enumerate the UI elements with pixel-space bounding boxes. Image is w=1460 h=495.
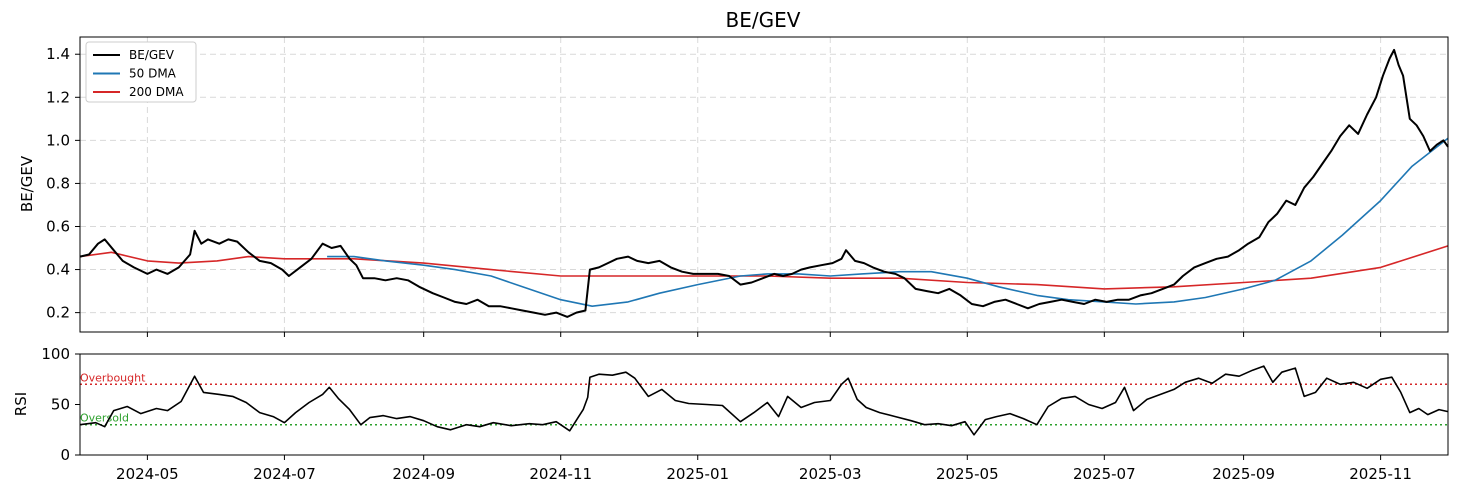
x-tick-label: 2025-09 [1212,465,1275,483]
y-tick-label: 0.8 [46,174,70,192]
price-ratio-panel: 0.2 0.4 0.6 0.8 1.0 1.2 1.4 BE/GEV BE/GEV 50 DM… [18,36,1449,337]
rsi-line [79,365,1449,436]
chart-title: BE/GEV [726,8,801,32]
rsi-y-tick-label: 0 [60,446,70,464]
rsi-frame [79,353,1449,456]
x-tick-label: 2025-07 [1073,465,1136,483]
price-ratio-y-label: BE/GEV [18,155,36,212]
legend-label: BE/GEV [129,48,175,62]
chart-legend: BE/GEV 50 DMA 200 DMA [85,41,197,103]
legend-box [85,41,197,103]
legend-label: 200 DMA [129,85,184,99]
rsi-axes: 2024-05 2024-07 2024-09 2024-11 2025-01 2025-… [41,345,1412,483]
x-tick-label: 2025-11 [1349,465,1412,483]
x-tick-label: 2024-09 [392,465,455,483]
rsi-reference-lines: Overbought Oversold [80,371,1448,426]
rsi-y-tick-label: 50 [51,396,70,414]
overbought-label: Overbought [80,371,146,384]
rsi-y-label: RSI [12,392,30,416]
legend-label: 50 DMA [129,67,177,81]
price-ratio-axes: 0.2 0.4 0.6 0.8 1.0 1.2 1.4 [46,45,1382,337]
x-tick-label: 2024-05 [116,465,179,483]
x-tick-label: 2025-03 [799,465,862,483]
series-line-200-dma [79,245,1449,290]
x-tick-label: 2025-05 [936,465,999,483]
series-line-be-gev [79,48,1449,318]
y-tick-label: 1.2 [46,88,70,106]
price-ratio-grid [80,37,1448,332]
y-tick-label: 1.4 [46,45,70,63]
rsi-panel: Overbought Oversold 2024-05 2024-07 2024-09… [12,345,1449,483]
price-ratio-series [79,48,1449,318]
x-tick-label: 2024-07 [253,465,316,483]
x-tick-label: 2024-11 [529,465,592,483]
y-tick-label: 0.4 [46,261,70,279]
y-tick-label: 0.6 [46,217,70,235]
x-tick-label: 2025-01 [666,465,729,483]
y-tick-label: 0.2 [46,304,70,322]
series-line-50-dma [327,137,1449,308]
rsi-y-tick-label: 100 [41,345,70,363]
rsi-series [79,365,1449,436]
oversold-label: Oversold [80,412,129,425]
price-ratio-frame [79,36,1449,333]
y-tick-label: 1.0 [46,131,70,149]
